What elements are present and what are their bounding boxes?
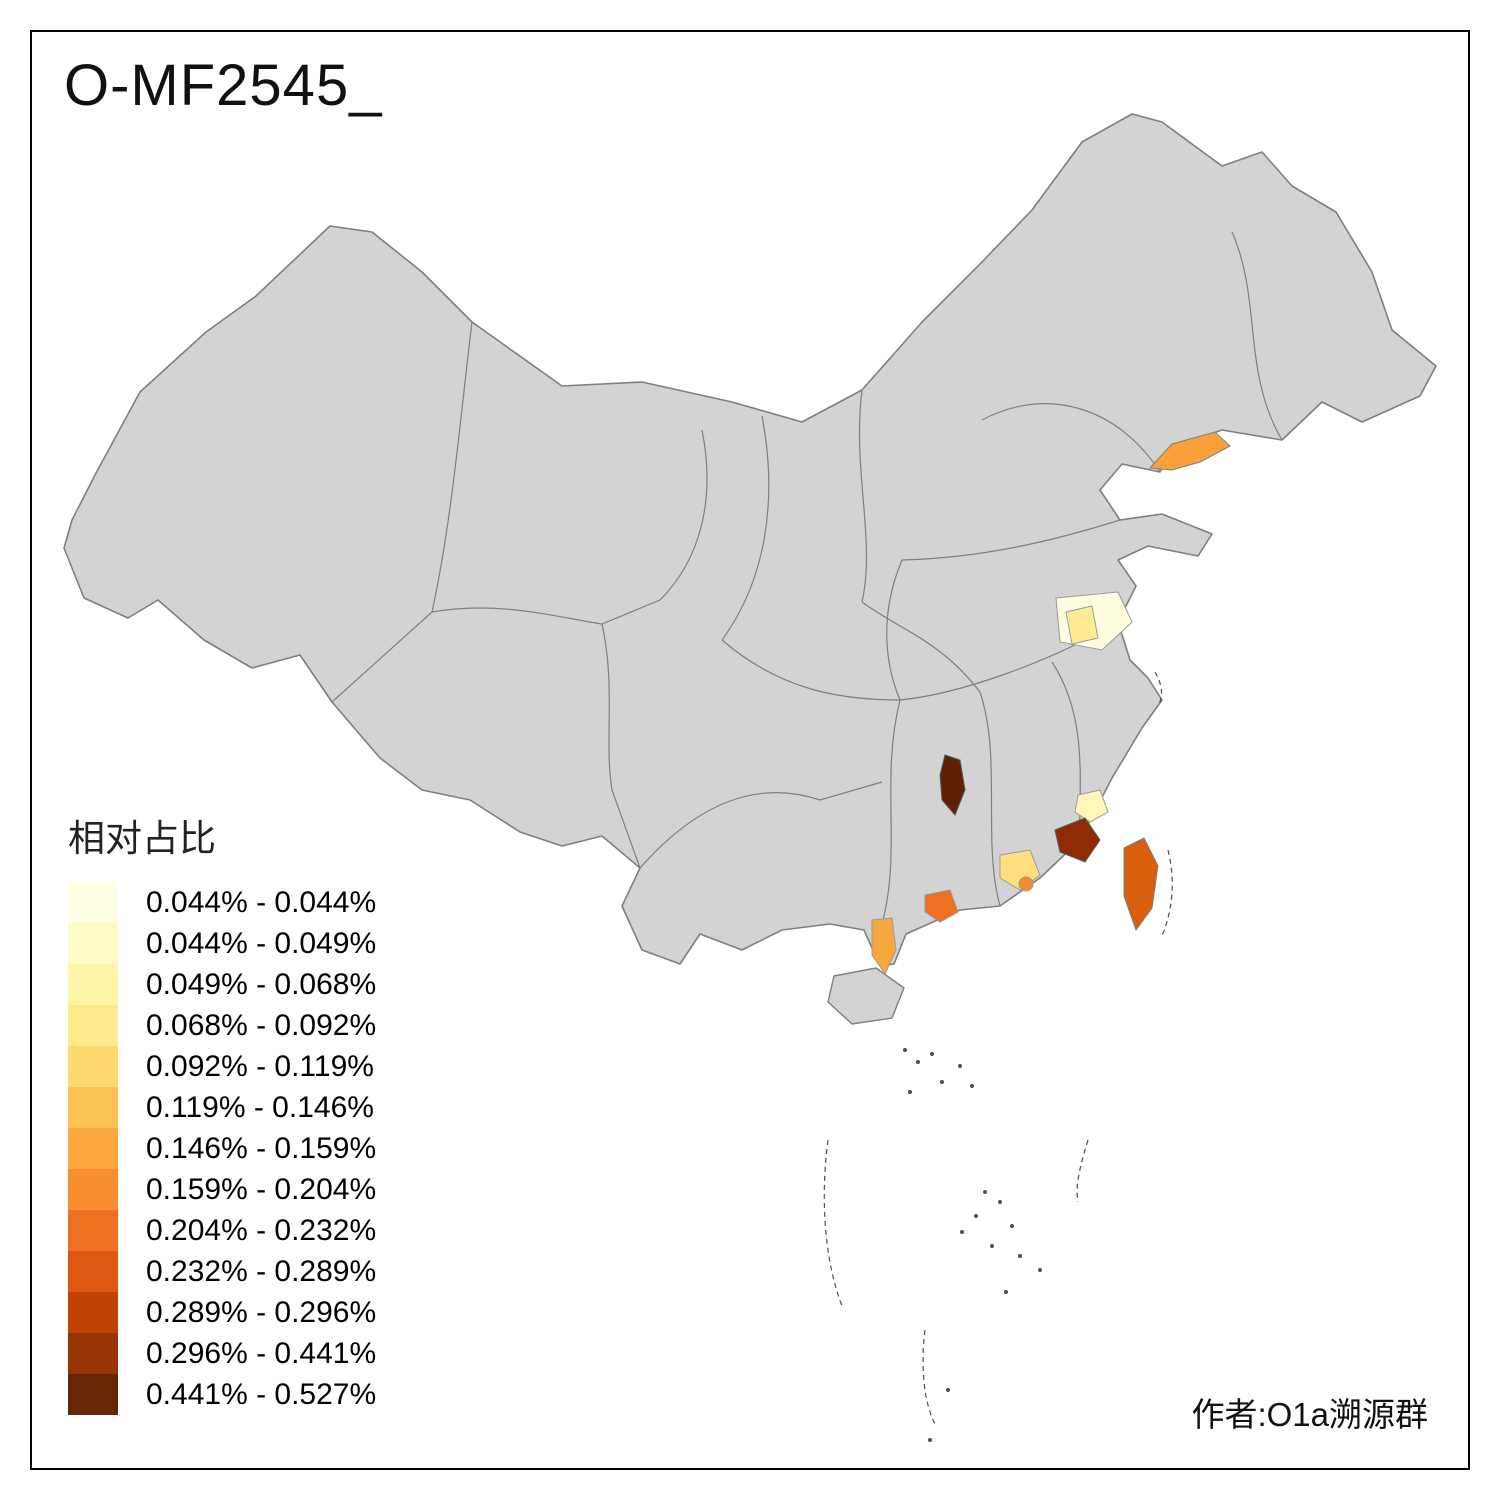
legend-row: 0.441% - 0.527% <box>68 1374 488 1415</box>
region-taiwan-island <box>1123 837 1159 932</box>
legend-label: 0.044% - 0.049% <box>146 926 377 960</box>
legend-row: 0.289% - 0.296% <box>68 1292 488 1333</box>
legend-swatch <box>68 923 118 964</box>
region-hunan-east <box>939 754 966 816</box>
legend-swatch <box>68 1292 118 1333</box>
legend-label: 0.296% - 0.441% <box>146 1336 377 1370</box>
region-jiangsu-inner-yellow <box>1065 605 1099 645</box>
legend-row: 0.044% - 0.044% <box>68 882 488 923</box>
legend-rows: 0.044% - 0.044% 0.044% - 0.049% 0.049% - 0… <box>68 882 488 1415</box>
legend-row: 0.204% - 0.232% <box>68 1210 488 1251</box>
page-title: O-MF2545_ <box>64 53 383 118</box>
legend-label: 0.092% - 0.119% <box>146 1049 374 1083</box>
legend-label: 0.441% - 0.527% <box>146 1377 377 1411</box>
legend-label: 0.232% - 0.289% <box>146 1254 377 1288</box>
legend-swatch <box>68 1374 118 1415</box>
legend-swatch <box>68 1210 118 1251</box>
legend-swatch <box>68 882 118 923</box>
legend-row: 0.092% - 0.119% <box>68 1046 488 1087</box>
legend-label: 0.159% - 0.204% <box>146 1172 377 1206</box>
legend-label: 0.204% - 0.232% <box>146 1213 377 1247</box>
legend-swatch <box>68 1251 118 1292</box>
legend: 相对占比 0.044% - 0.044% 0.044% - 0.049% 0.049… <box>68 808 488 1415</box>
legend-row: 0.068% - 0.092% <box>68 1005 488 1046</box>
region-fujian-south-coast <box>1054 817 1101 863</box>
legend-row: 0.119% - 0.146% <box>68 1087 488 1128</box>
legend-swatch <box>68 1128 118 1169</box>
legend-row: 0.232% - 0.289% <box>68 1251 488 1292</box>
region-guangdong-west-orange <box>924 889 959 923</box>
legend-label: 0.049% - 0.068% <box>146 967 377 1001</box>
legend-label: 0.119% - 0.146% <box>146 1090 374 1124</box>
region-liaoning-south <box>1148 431 1231 471</box>
legend-swatch <box>68 1087 118 1128</box>
south-china-sea-islets <box>903 1048 1042 1442</box>
region-leizhou-peninsula <box>871 917 897 976</box>
legend-swatch <box>68 1046 118 1087</box>
legend-row: 0.049% - 0.068% <box>68 964 488 1005</box>
region-fujian-coast-pale <box>1074 789 1109 823</box>
legend-row: 0.044% - 0.049% <box>68 923 488 964</box>
legend-label: 0.044% - 0.044% <box>146 885 377 919</box>
legend-label: 0.146% - 0.159% <box>146 1131 377 1165</box>
legend-row: 0.146% - 0.159% <box>68 1128 488 1169</box>
legend-swatch <box>68 964 118 1005</box>
legend-title: 相对占比 <box>68 818 216 859</box>
legend-label: 0.289% - 0.296% <box>146 1295 377 1329</box>
legend-label: 0.068% - 0.092% <box>146 1008 377 1042</box>
region-guangdong-central-orange <box>1018 876 1034 892</box>
china-mainland-shape <box>63 113 1437 967</box>
legend-swatch <box>68 1169 118 1210</box>
hainan-island <box>827 967 905 1025</box>
legend-row: 0.159% - 0.204% <box>68 1169 488 1210</box>
legend-swatch <box>68 1005 118 1046</box>
legend-swatch <box>68 1333 118 1374</box>
south-china-sea-islands <box>823 671 1173 1427</box>
author-credit: 作者:O1a溯源群 <box>1191 1396 1428 1433</box>
legend-row: 0.296% - 0.441% <box>68 1333 488 1374</box>
